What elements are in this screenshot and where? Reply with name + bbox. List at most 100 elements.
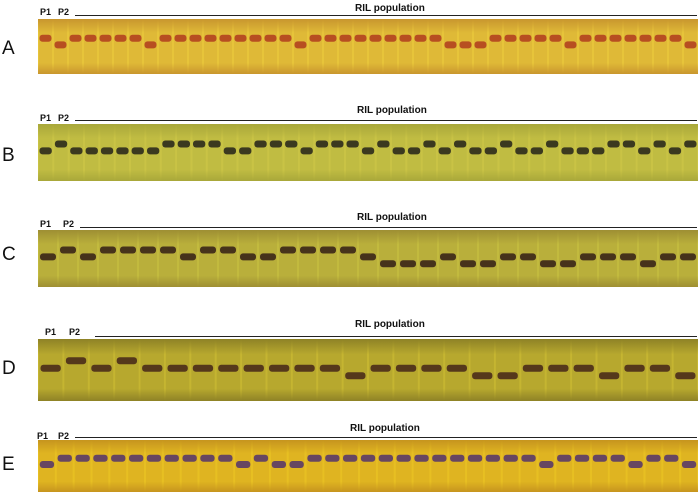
gel-lane: [299, 230, 317, 287]
population-bracket-line: [75, 15, 697, 16]
dna-band: [438, 147, 451, 155]
panel-a: P1 P2 RIL population A: [0, 0, 700, 80]
dna-band: [540, 260, 556, 268]
dna-band: [380, 260, 396, 268]
gel-lane: [449, 440, 466, 492]
dna-band: [576, 147, 589, 155]
gel-lane: [376, 124, 390, 181]
dna-band: [264, 34, 277, 42]
dna-band: [354, 34, 367, 42]
gel-lane: [219, 230, 237, 287]
dna-band: [243, 364, 264, 372]
dna-band: [450, 454, 465, 462]
dna-band: [285, 140, 298, 148]
dna-band: [114, 34, 127, 42]
gel-svg: [38, 230, 698, 287]
gel-lane: [177, 124, 191, 181]
panel-letter: E: [2, 454, 15, 475]
gel-lane: [269, 124, 283, 181]
p2-label: P2: [58, 7, 70, 17]
dna-band: [539, 461, 554, 468]
gel-lane: [519, 19, 532, 74]
gel-lane: [504, 19, 517, 74]
dna-band: [503, 454, 518, 462]
dna-band: [84, 34, 97, 42]
gel-lane: [128, 440, 144, 492]
dna-band: [360, 454, 376, 462]
dna-band: [294, 364, 315, 372]
gel-lane: [59, 230, 77, 287]
dna-band: [460, 260, 476, 268]
dna-band: [75, 454, 90, 462]
gel-lane: [339, 19, 352, 74]
p1-label: P1: [37, 431, 49, 441]
dna-band: [331, 140, 344, 148]
dna-band: [684, 41, 697, 49]
gel-lane: [413, 440, 430, 492]
gel-lane: [115, 339, 139, 401]
gel-lane: [395, 440, 412, 492]
dna-band: [646, 454, 661, 462]
gel-lane: [663, 440, 680, 492]
ril-population-title: RIL population: [355, 319, 425, 330]
dna-band: [384, 34, 397, 42]
dna-band: [467, 454, 483, 462]
gel-lane: [279, 230, 297, 287]
gel-lane: [653, 124, 667, 181]
dna-band: [649, 364, 671, 372]
dna-band: [164, 454, 179, 462]
dna-band: [638, 147, 651, 155]
dna-band: [91, 364, 112, 372]
p1-label: P1: [40, 113, 52, 123]
gel-lane: [129, 19, 142, 74]
gel-lane: [556, 440, 573, 492]
gel-lane: [549, 19, 562, 74]
dna-band: [253, 454, 269, 462]
gel-svg: [38, 19, 698, 74]
dna-band: [444, 41, 457, 49]
gel-lane: [683, 124, 697, 181]
dna-band: [60, 246, 76, 254]
panel-letter: C: [2, 244, 16, 265]
dna-band: [423, 140, 436, 148]
dna-band: [39, 34, 52, 42]
dna-band: [234, 34, 247, 42]
dna-band: [530, 147, 543, 155]
dna-band: [279, 34, 292, 42]
p1-label: P1: [40, 219, 52, 229]
dna-band: [340, 246, 356, 254]
gel-lane: [489, 19, 502, 74]
gel-lane: [559, 230, 577, 287]
dna-band: [236, 461, 251, 468]
gel-lane: [99, 230, 117, 287]
gel-lane: [379, 230, 397, 287]
gel-lane: [264, 19, 277, 74]
dna-band: [592, 147, 605, 155]
dna-band: [160, 246, 176, 254]
gel-lane: [110, 440, 127, 492]
dna-band: [681, 461, 697, 468]
gel-lane: [399, 19, 412, 74]
gel-lane: [342, 440, 358, 492]
dna-band: [192, 364, 214, 372]
dna-band: [378, 454, 393, 462]
gel-lane: [654, 19, 667, 74]
dna-band: [280, 246, 296, 254]
dna-band: [223, 147, 236, 155]
dna-band: [680, 253, 696, 261]
dna-band: [147, 147, 160, 155]
dna-band: [624, 364, 645, 372]
dna-band: [396, 454, 411, 462]
gel-lane: [174, 19, 187, 74]
gel-lane: [360, 440, 376, 492]
gel-lane: [189, 19, 202, 74]
gel-lane: [309, 19, 322, 74]
dna-band: [220, 246, 236, 254]
p1-label: P1: [40, 7, 52, 17]
ril-population-title: RIL population: [355, 3, 425, 14]
dna-band: [474, 41, 487, 49]
ril-population-title: RIL population: [357, 212, 427, 223]
dna-band: [557, 454, 572, 462]
panel-b: P1 P2 RIL population B: [0, 100, 700, 185]
dna-band: [497, 372, 518, 380]
